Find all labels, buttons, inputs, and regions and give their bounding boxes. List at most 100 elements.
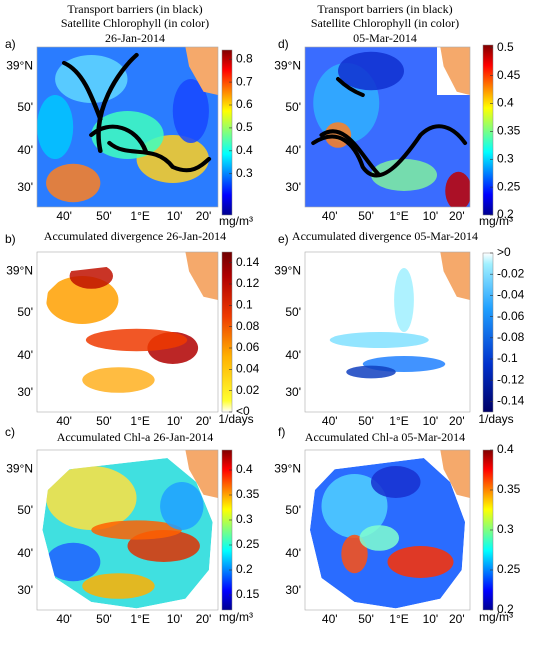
map [305,252,470,412]
field [309,458,466,609]
lon-label: 1°E [389,414,408,428]
panel-label: b) [5,232,16,246]
lat-label: 40' [285,143,301,157]
lon-label: 40' [322,209,338,223]
lon-label: 10' [167,414,183,428]
lat-label: 39°N [6,263,33,277]
map-frame [36,46,219,208]
field-patch [329,332,429,348]
map-frame [36,251,219,413]
colorbar-tick-label: 0.06 [236,340,260,354]
panel-label: d) [278,37,289,51]
panel-title: Satellite Chlorophyll (in color) [311,16,459,30]
colorbar-tick-label: 0.4 [497,96,514,110]
lat-label: 50' [285,100,301,114]
colorbar-tick-label: 0.1 [236,298,253,312]
field-patch [346,365,396,379]
field-patch [445,171,470,207]
colorbar [482,252,494,413]
lon-label: 50' [96,612,112,626]
colorbar-tick-label: -0.14 [497,394,525,408]
colorbar-tick-label: -0.04 [497,288,525,302]
lon-label: 1°E [389,209,408,223]
lat-label: 40' [285,348,301,362]
field-patch [46,466,137,530]
field-patch [338,51,404,91]
panel-title: Accumulated Chl-a 05-Mar-2014 [305,430,465,444]
colorbar-tick-label: 0.35 [497,124,521,138]
colorbar-tick-label: 0.04 [236,362,260,376]
map-frame [304,46,471,208]
lat-label: 50' [285,305,301,319]
field-patch [359,525,400,551]
field [309,260,466,411]
lat-label: 39°N [274,58,301,72]
colorbar-tick-label: 0.7 [236,74,253,88]
lat-label: 50' [17,100,33,114]
colorbar [482,44,494,216]
lon-label: 10' [423,209,439,223]
map [305,450,470,610]
colorbar-tick-label: 0.14 [236,255,260,269]
land [185,47,218,95]
map-frame [304,449,471,611]
transport-barrier [61,61,103,121]
colorbar-tick-label: <0 [236,404,250,418]
colorbar-tick-label: 0.6 [236,97,253,111]
lat-label: 30' [17,180,33,194]
field [42,458,213,609]
colorbar-tick-label: 0.2 [236,562,253,576]
colorbar-tick-label: -0.08 [497,330,525,344]
colorbar-tick-label: 0.15 [236,587,260,601]
transport-barrier [319,129,382,177]
colorbar-tick-label: 0.2 [497,602,514,616]
field-patch [82,573,155,599]
land [440,252,470,300]
field [42,260,213,411]
lon-label: 1°E [130,414,149,428]
colorbar-tick-label: -0.1 [497,351,518,365]
lat-label: 40' [285,546,301,560]
field-patch [341,534,368,574]
lat-label: 39°N [6,58,33,72]
colorbar-tick-label: 0.08 [236,319,260,333]
lon-label: 50' [358,414,374,428]
lat-label: 39°N [6,461,33,475]
lon-label: 20' [196,209,212,223]
map-field [309,252,470,411]
colorbar-tick-label: >0 [497,245,511,259]
lon-label: 40' [322,612,338,626]
lon-label: 10' [167,612,183,626]
field-patch [172,79,209,143]
panel-label: c) [5,425,15,439]
panel-label: f) [278,425,285,439]
lon-label: 1°E [130,209,149,223]
panel-label: a) [5,37,16,51]
colorbar-tick-label: 0.02 [236,383,260,397]
panel-label: e) [278,232,289,246]
panel-title: 26-Jan-2014 [105,31,165,45]
lon-label: 40' [56,209,72,223]
colorbar-tick-label: 0.25 [497,179,521,193]
field-patch [82,367,155,393]
lon-label: 10' [167,209,183,223]
map-field [305,47,470,207]
lat-label: 30' [285,385,301,399]
field-patch [46,276,119,324]
colorbar-unit: 1/days [478,412,513,426]
lat-label: 30' [285,180,301,194]
lat-label: 40' [17,143,33,157]
lon-label: 10' [423,414,439,428]
colorbar-tick-label: -0.06 [497,309,525,323]
lon-label: 50' [358,612,374,626]
transport-barrier [335,77,365,97]
lat-label: 39°N [274,461,301,475]
field-patch [371,466,421,498]
colorbar-tick-label: 0.5 [497,40,514,54]
field-patch [321,474,388,538]
lon-label: 50' [96,414,112,428]
map [305,47,470,207]
map-field [42,252,218,411]
